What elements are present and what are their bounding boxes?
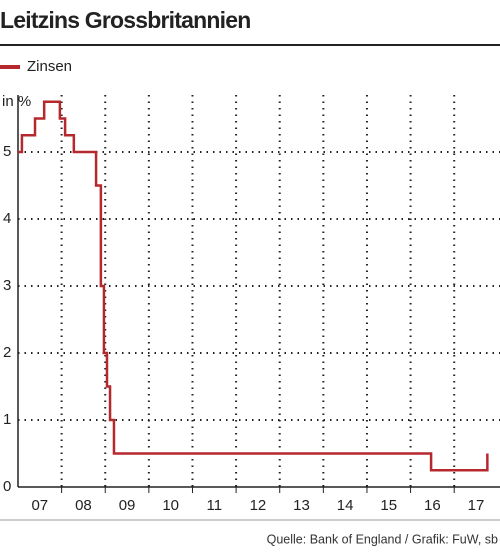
x-tick-label: 12 <box>250 497 267 514</box>
y-tick-label: 3 <box>3 277 11 294</box>
legend-label: Zinsen <box>27 58 72 75</box>
y-tick-label: 0 <box>3 478 11 495</box>
x-tick-label: 11 <box>207 497 223 514</box>
chart-title: Leitzins Grossbritannien <box>0 7 250 33</box>
x-tick-label: 13 <box>293 497 310 514</box>
y-tick-label: 2 <box>3 344 11 361</box>
x-tick-label: 10 <box>162 497 179 514</box>
y-tick-label: 5 <box>3 143 11 160</box>
source: Quelle: Bank of England / Grafik: FuW, s… <box>267 532 498 546</box>
x-tick-label: 07 <box>31 497 48 514</box>
x-tick-label: 17 <box>468 497 485 514</box>
x-tick-label: 09 <box>119 497 136 514</box>
x-tick-label: 14 <box>337 497 354 514</box>
x-tick-label: 08 <box>75 497 92 514</box>
y-axis-label: in % <box>2 93 31 110</box>
series-line <box>18 100 489 472</box>
x-tick-label: 15 <box>380 497 397 514</box>
y-tick-label: 4 <box>3 210 11 227</box>
x-tick-label: 16 <box>424 497 441 514</box>
y-tick-label: 1 <box>3 411 11 428</box>
